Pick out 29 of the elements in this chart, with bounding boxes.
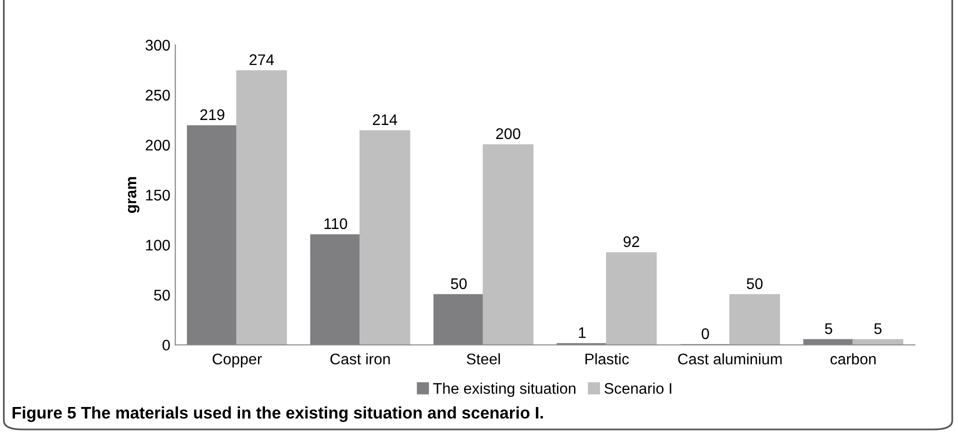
data-label: 50 — [746, 278, 763, 290]
x-tick-label: Copper — [212, 354, 262, 368]
y-tick-label: 150 — [146, 190, 170, 201]
caption: Figure 5 The materials used in the existing situation and scenario I. — [12, 406, 543, 422]
y-axis-title: gram — [128, 177, 140, 213]
data-label: 5 — [824, 323, 832, 334]
y-tick-label: 200 — [146, 140, 170, 151]
data-label: 5 — [874, 323, 882, 334]
legend-label: The existing situation — [433, 382, 576, 397]
data-label: 214 — [372, 114, 398, 125]
data-label: 200 — [496, 128, 520, 140]
data-label: 110 — [324, 218, 348, 230]
data-label: 0 — [702, 328, 709, 340]
data-label: 50 — [450, 278, 467, 290]
y-tick-label: 50 — [154, 290, 170, 301]
data-label: 1 — [579, 327, 586, 338]
y-tick-label: 0 — [162, 340, 170, 351]
x-tick-label: carbon — [830, 353, 876, 364]
legend-label: Scenario I — [604, 382, 672, 394]
x-tick-label: Plastic — [585, 353, 629, 364]
data-label: 92 — [624, 236, 640, 248]
x-tick-label: Cast iron — [330, 353, 390, 364]
data-label: 274 — [250, 54, 274, 65]
y-tick-label: 100 — [146, 240, 170, 251]
y-tick-label: 300 — [146, 40, 170, 51]
y-tick-label: 250 — [146, 90, 170, 101]
data-label: 219 — [200, 109, 224, 120]
x-tick-label: Steel — [466, 353, 500, 364]
x-tick-label: Cast aluminium — [678, 353, 782, 364]
